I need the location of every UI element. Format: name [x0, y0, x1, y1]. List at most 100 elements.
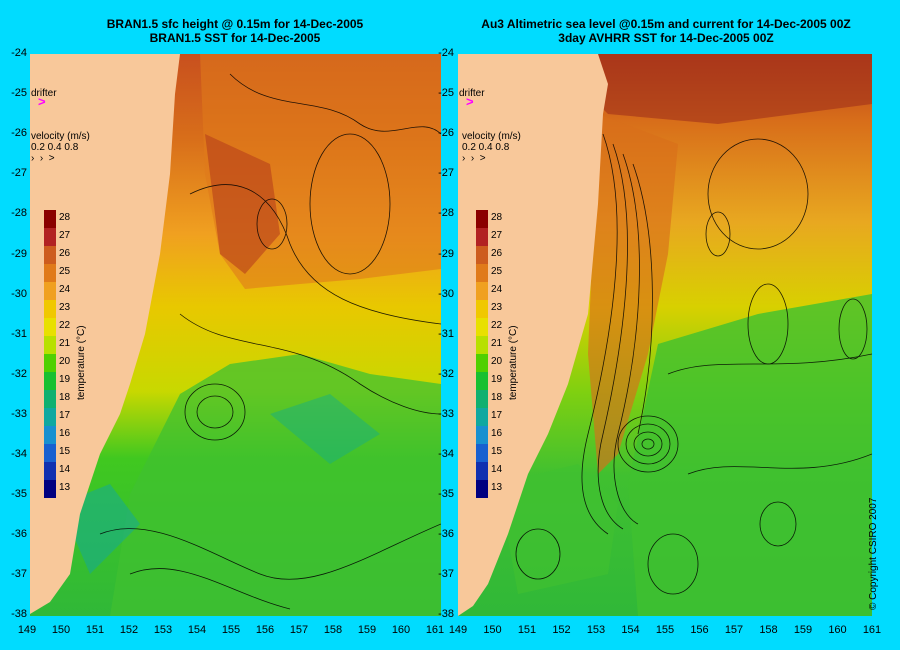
colorbar-swatch	[44, 480, 56, 498]
latitude-tick: -38	[438, 608, 454, 621]
longitude-tick: 150	[51, 624, 71, 636]
colorbar-swatch	[44, 300, 56, 318]
colorbar-tick-label: 13	[59, 482, 71, 493]
colorbar-swatch	[476, 246, 488, 264]
longitude-tick: 149	[448, 624, 468, 636]
longitude-tick: 157	[724, 624, 744, 636]
model-sst-field	[30, 54, 441, 616]
colorbar-tick-label: 24	[59, 284, 71, 295]
left-panel-title: BRAN1.5 sfc height @ 0.15m for 14-Dec-20…	[30, 17, 440, 45]
latitude-tick: -24	[438, 47, 454, 59]
left-title-line2: BRAN1.5 SST for 14-Dec-2005	[149, 31, 321, 45]
velocity-arrows-icon: › › >	[31, 153, 55, 164]
longitude-tick: 159	[793, 624, 813, 636]
colorbar-tick-label: 16	[59, 428, 71, 439]
latitude-tick: -27	[11, 167, 27, 180]
colorbar-tick-label: 22	[491, 320, 503, 331]
latitude-tick: -33	[11, 407, 27, 420]
colorbar-swatch	[476, 426, 488, 444]
latitude-tick: -25	[438, 87, 454, 100]
longitude-tick: 161	[862, 624, 882, 636]
longitude-tick: 156	[255, 624, 275, 636]
longitude-tick: 160	[391, 624, 411, 636]
latitude-tick: -34	[438, 448, 454, 460]
longitude-tick: 152	[552, 624, 571, 636]
colorbar-swatch	[476, 462, 488, 480]
latitude-tick: -28	[438, 207, 454, 220]
colorbar-swatch	[476, 228, 488, 246]
colorbar-tick-label: 22	[59, 320, 71, 331]
colorbar-swatch	[44, 408, 56, 426]
right-title-line1: Au3 Altimetric sea level @0.15m and curr…	[481, 17, 851, 31]
colorbar-swatch	[44, 318, 56, 336]
longitude-tick: 156	[690, 624, 709, 636]
longitude-tick: 154	[187, 624, 207, 636]
colorbar-tick-label: 23	[491, 302, 503, 313]
latitude-tick: -29	[438, 247, 454, 260]
latitude-tick: -31	[438, 327, 454, 340]
drifter-label-left: drifter	[31, 88, 57, 99]
colorbar-swatch	[476, 210, 488, 228]
latitude-tick: -37	[11, 568, 27, 581]
velocity-legend-title: velocity (m/s)	[462, 131, 521, 142]
colorbar-tick-label: 19	[59, 374, 71, 385]
latitude-tick: -34	[11, 448, 27, 460]
velocity-arrows-icon: › › >	[462, 153, 486, 164]
colorbar-tick-label: 13	[491, 482, 503, 493]
colorbar-tick-label: 20	[59, 356, 71, 367]
colorbar-tick-label: 18	[59, 392, 71, 403]
colorbar-tick-label: 26	[491, 248, 503, 259]
latitude-tick: -36	[11, 528, 27, 541]
latitude-tick: -28	[11, 207, 27, 220]
longitude-tick: 150	[483, 624, 502, 636]
colorbar-tick-label: 27	[491, 230, 503, 241]
colorbar-swatch	[44, 444, 56, 462]
velocity-legend-right: velocity (m/s) 0.2 0.4 0.8 › › >	[462, 131, 521, 164]
left-title-line1: BRAN1.5 sfc height @ 0.15m for 14-Dec-20…	[106, 17, 364, 31]
velocity-legend-scale: 0.2 0.4 0.8	[31, 142, 79, 153]
longitude-tick: 160	[828, 624, 847, 636]
colorbar-tick-label: 17	[59, 410, 71, 421]
right-title-line2: 3day AVHRR SST for 14-Dec-2005 00Z	[558, 31, 774, 45]
colorbar-tick-label: 23	[59, 302, 71, 313]
colorbar-swatch	[476, 372, 488, 390]
colorbar-swatch	[44, 462, 56, 480]
colorbar-swatch	[476, 354, 488, 372]
latitude-tick: -26	[438, 127, 454, 140]
colorbar-swatch	[476, 390, 488, 408]
colorbar-tick-label: 17	[491, 410, 503, 421]
colorbar-swatch	[476, 300, 488, 318]
velocity-legend-scale: 0.2 0.4 0.8	[462, 142, 510, 153]
longitude-tick: 159	[357, 624, 377, 636]
longitude-tick: 155	[221, 624, 241, 636]
latitude-tick: -24	[11, 47, 27, 59]
longitude-tick: 155	[655, 624, 675, 636]
latitude-tick: -35	[11, 488, 27, 501]
colorbar-swatch	[44, 228, 56, 246]
colorbar-tick-label: 14	[59, 464, 71, 475]
colorbar-tick-label: 15	[491, 446, 503, 457]
colorbar-tick-label: 16	[491, 428, 503, 439]
latitude-tick: -35	[438, 488, 454, 501]
satellite-sst-map	[458, 54, 872, 616]
colorbar-swatch	[476, 264, 488, 282]
colorbar-swatch	[476, 282, 488, 300]
drifter-label-right: drifter	[459, 88, 485, 99]
longitude-tick: 158	[759, 624, 778, 636]
latitude-tick: -33	[438, 407, 454, 420]
longitude-tick: 161	[425, 624, 445, 636]
colorbar-tick-label: 25	[491, 266, 503, 277]
latitude-tick: -27	[438, 167, 454, 180]
latitude-tick: -37	[438, 568, 454, 581]
colorbar-title: temperature (°C)	[508, 325, 519, 400]
longitude-tick: 151	[517, 624, 537, 636]
latitude-tick: -26	[11, 127, 27, 140]
colorbar-swatch	[44, 426, 56, 444]
colorbar-swatch	[44, 372, 56, 390]
colorbar-tick-label: 28	[59, 212, 71, 223]
colorbar-swatch	[44, 264, 56, 282]
colorbar-swatch	[44, 282, 56, 300]
colorbar-swatch	[44, 336, 56, 354]
longitude-tick: 151	[85, 624, 105, 636]
colorbar-tick-label: 20	[491, 356, 503, 367]
